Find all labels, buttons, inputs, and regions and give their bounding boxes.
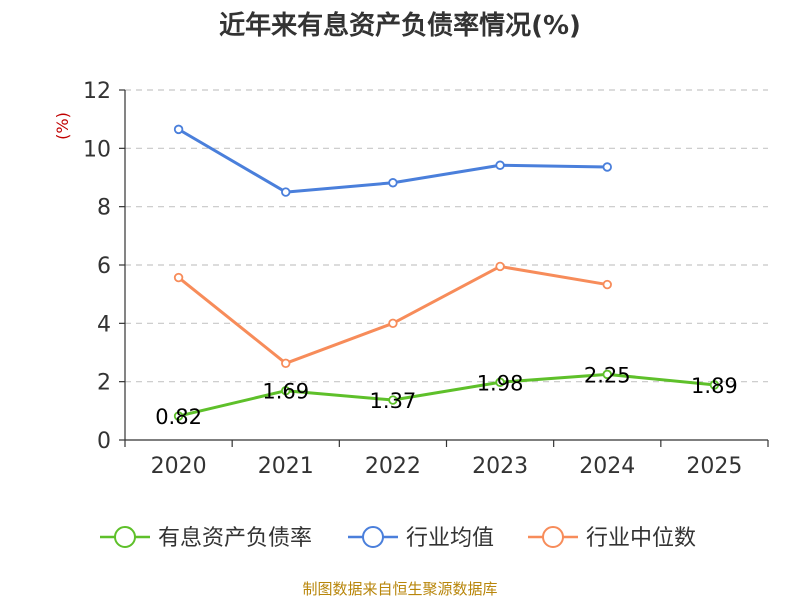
data-label: 1.98 <box>477 371 524 395</box>
data-point <box>173 272 184 283</box>
x-tick-label: 2024 <box>579 454 635 479</box>
data-label: 2.25 <box>584 363 631 387</box>
data-point <box>281 386 291 396</box>
y-tick-label: 12 <box>83 79 111 104</box>
data-point <box>388 178 398 188</box>
data-point <box>495 261 505 272</box>
y-tick-label: 8 <box>97 196 111 221</box>
data-label: 0.82 <box>155 405 202 429</box>
data-label: 1.89 <box>691 374 738 398</box>
data-label: 1.69 <box>262 380 309 404</box>
y-tick-label: 6 <box>97 254 111 279</box>
data-point <box>281 358 291 368</box>
data-point <box>388 318 398 329</box>
x-tick-label: 2020 <box>151 454 207 479</box>
x-tick-label: 2025 <box>686 454 742 479</box>
data-point <box>602 369 612 380</box>
y-tick-label: 10 <box>83 137 111 162</box>
x-tick-label: 2022 <box>365 454 421 479</box>
series <box>173 124 720 421</box>
x-tick-label: 2023 <box>472 454 528 479</box>
y-tick-label: 4 <box>97 312 111 337</box>
legend-label: 有息资产负债率 <box>158 526 312 551</box>
data-point <box>281 187 291 197</box>
data-label: 1.37 <box>370 389 417 413</box>
source-note: 制图数据来自恒生聚源数据库 <box>302 580 497 598</box>
data-point <box>495 160 505 170</box>
legend-label: 行业中位数 <box>586 526 696 551</box>
legend-label: 行业均值 <box>406 526 494 551</box>
y-tick-label: 0 <box>97 429 111 454</box>
data-point <box>495 377 505 387</box>
chart-title: 近年来有息资产负债率情况(%) <box>219 10 581 41</box>
grid <box>125 89 768 383</box>
legend: 有息资产负债率 行业均值 行业中位数 <box>100 526 696 551</box>
series-line <box>178 372 715 418</box>
y-axis-label: (%) <box>53 112 72 140</box>
legend-marker <box>114 526 136 548</box>
data-point <box>602 279 612 290</box>
x-tick-label: 2021 <box>258 454 314 479</box>
data-point <box>173 411 184 421</box>
data-point <box>709 380 720 390</box>
series-line <box>177 264 608 365</box>
axes: 0 2 4 6 8 10 12 2020 2021 2022 2023 2024 2025 <box>83 79 769 479</box>
data-labels: 0.82 1.69 1.37 1.98 2.25 1.89 <box>155 363 738 429</box>
legend-marker <box>542 526 564 548</box>
data-point <box>602 162 612 172</box>
data-point <box>388 395 398 405</box>
legend-marker <box>362 526 384 548</box>
data-point <box>173 124 184 135</box>
y-tick-label: 2 <box>97 371 111 396</box>
